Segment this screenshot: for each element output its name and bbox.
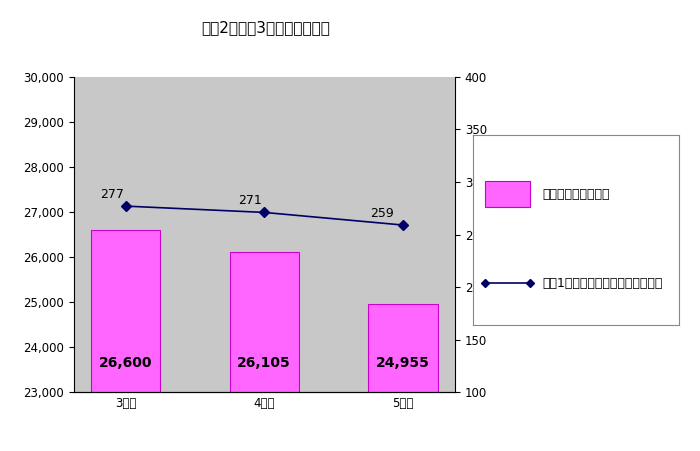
Bar (230, 252, 299, 451)
Text: 26,105: 26,105 (237, 356, 291, 370)
Text: 24,955: 24,955 (376, 356, 430, 370)
Text: 年間ごみ量（トン）: 年間ごみ量（トン） (542, 188, 610, 201)
Text: 市汱1人当たりの年間ごみ量（㎜）: 市汱1人当たりの年間ごみ量（㎜） (542, 276, 663, 290)
Text: 259: 259 (370, 207, 394, 220)
Text: 277: 277 (99, 188, 124, 201)
Bar (91, 230, 160, 451)
Text: 26,600: 26,600 (99, 356, 153, 370)
Bar (485, 181, 531, 207)
Text: 271: 271 (239, 194, 262, 207)
Text: （表2）過去3年間のごみの量: （表2）過去3年間のごみの量 (202, 20, 330, 35)
Bar (368, 304, 438, 451)
